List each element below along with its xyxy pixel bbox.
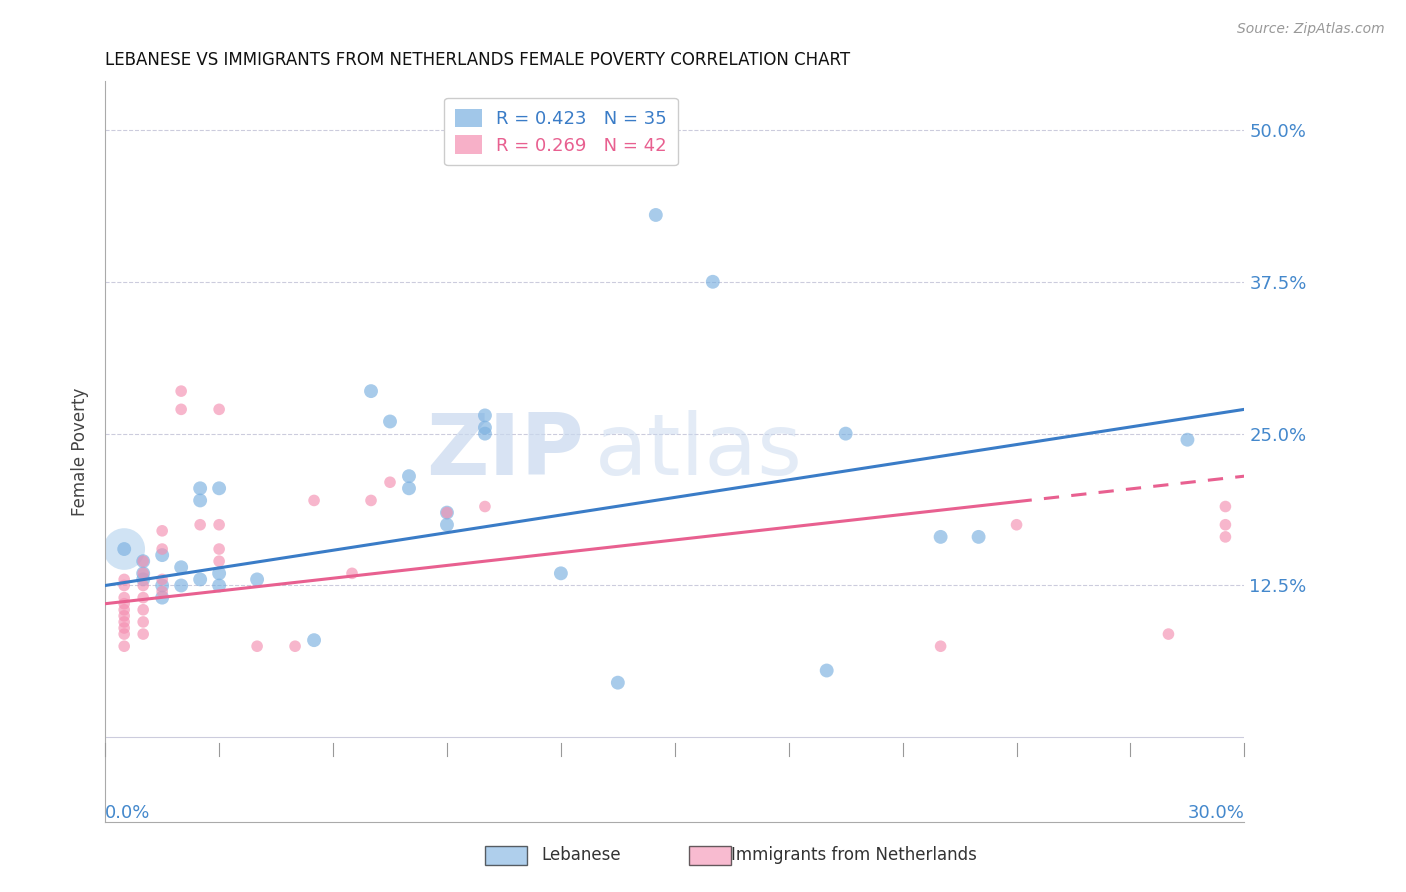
Point [150,584,173,599]
Point [398,481,420,495]
Point [302,493,325,508]
Point [378,415,401,429]
Point [1005,517,1028,532]
Point [1157,627,1180,641]
Point [1177,433,1199,447]
Point [150,578,173,592]
Point [112,608,135,623]
Point [474,500,496,514]
Point [1215,500,1237,514]
Point [132,573,155,587]
Text: atlas: atlas [595,410,803,493]
Point [132,554,155,568]
Point [436,506,458,520]
Point [474,426,496,441]
Point [208,554,231,568]
Point [702,275,724,289]
Point [112,542,135,557]
Point [398,469,420,483]
Point [170,402,193,417]
Point [246,639,269,653]
Point [132,627,155,641]
Point [208,542,231,557]
Point [150,591,173,605]
Point [112,591,135,605]
Text: ZIP: ZIP [426,410,583,493]
Point [150,573,173,587]
Point [340,566,363,581]
Point [606,675,628,690]
Point [302,633,325,648]
Point [132,615,155,629]
Point [474,420,496,434]
Point [132,554,155,568]
Point [436,506,458,520]
Legend: R = 0.423   N = 35, R = 0.269   N = 42: R = 0.423 N = 35, R = 0.269 N = 42 [444,98,678,165]
Point [112,627,135,641]
Point [132,566,155,581]
Point [170,560,193,574]
Point [834,426,856,441]
Point [436,517,458,532]
Point [188,493,211,508]
Point [112,603,135,617]
Point [112,621,135,635]
Point [132,591,155,605]
Point [929,530,952,544]
Point [967,530,990,544]
Point [150,548,173,562]
Point [644,208,666,222]
Point [112,615,135,629]
Text: LEBANESE VS IMMIGRANTS FROM NETHERLANDS FEMALE POVERTY CORRELATION CHART: LEBANESE VS IMMIGRANTS FROM NETHERLANDS … [105,51,851,69]
Point [1215,517,1237,532]
Point [170,578,193,592]
Point [112,597,135,611]
Text: 0.0%: 0.0% [105,805,150,822]
Point [360,493,382,508]
Point [170,384,193,398]
Point [112,578,135,592]
Point [246,573,269,587]
Point [815,664,838,678]
Point [208,402,231,417]
Point [284,639,307,653]
Point [929,639,952,653]
Point [112,542,135,557]
Point [132,566,155,581]
Point [112,639,135,653]
Point [150,524,173,538]
Point [132,578,155,592]
Y-axis label: Female Poverty: Female Poverty [72,388,89,516]
Point [188,517,211,532]
Point [188,481,211,495]
Point [150,542,173,557]
Point [360,384,382,398]
Point [208,578,231,592]
Point [208,566,231,581]
Text: Lebanese: Lebanese [541,846,621,863]
Point [474,409,496,423]
Point [188,573,211,587]
Text: Immigrants from Netherlands: Immigrants from Netherlands [731,846,977,863]
Point [208,517,231,532]
Text: 30.0%: 30.0% [1188,805,1244,822]
Point [378,475,401,490]
Text: Source: ZipAtlas.com: Source: ZipAtlas.com [1237,22,1385,37]
Point [1215,530,1237,544]
Point [550,566,572,581]
Point [112,573,135,587]
Point [208,481,231,495]
Point [132,603,155,617]
